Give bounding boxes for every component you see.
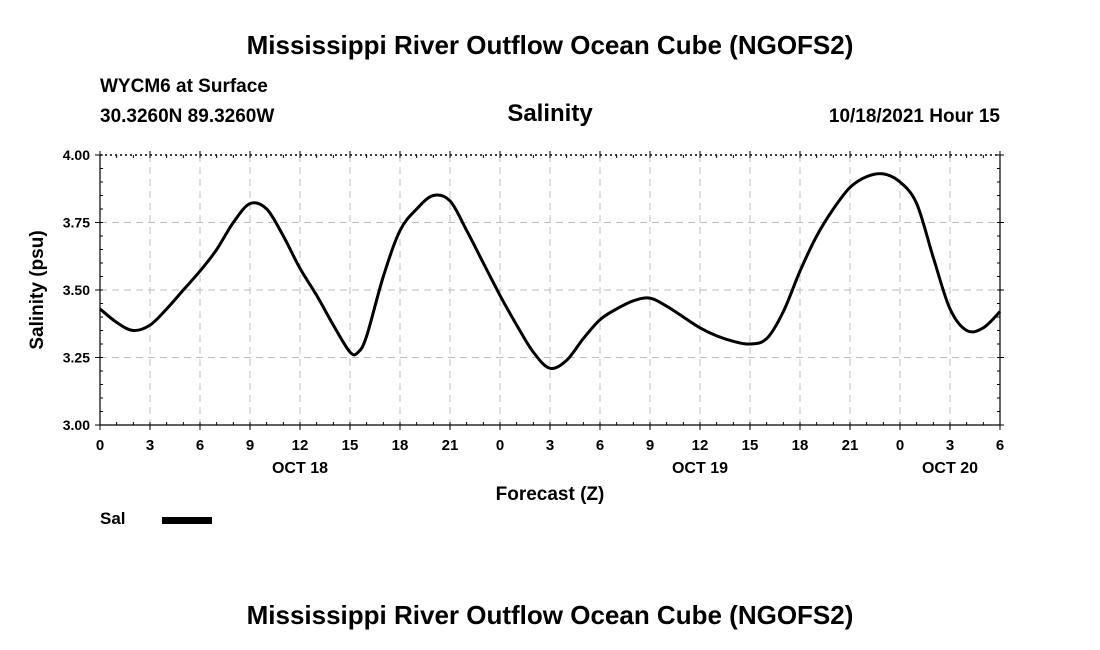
y-tick-label: 4.00 xyxy=(63,147,90,163)
date-label: OCT 19 xyxy=(672,460,728,477)
y-tick-label: 3.25 xyxy=(63,350,90,366)
series-line-sal xyxy=(99,172,1002,371)
x-tick-label: 9 xyxy=(246,437,254,454)
x-tick-label: 0 xyxy=(96,437,104,454)
x-tick-label: 12 xyxy=(692,437,709,454)
x-tick-label: 18 xyxy=(392,437,409,454)
y-tick-label: 3.00 xyxy=(63,417,90,433)
x-tick-label: 3 xyxy=(146,437,154,454)
x-tick-label: 15 xyxy=(342,437,359,454)
x-axis-label: Forecast (Z) xyxy=(496,484,605,505)
legend-label: Sal xyxy=(100,509,126,528)
series xyxy=(99,172,1002,371)
date-label: OCT 18 xyxy=(272,460,328,477)
date-label: OCT 20 xyxy=(922,460,978,477)
legend-line-swatch xyxy=(162,517,212,524)
x-tick-label: 0 xyxy=(896,437,904,454)
grid xyxy=(100,155,1000,425)
x-tick-label: 6 xyxy=(196,437,204,454)
x-tick-label: 15 xyxy=(742,437,759,454)
x-tick-label: 6 xyxy=(996,437,1004,454)
y-axis-label: Salinity (psu) xyxy=(27,230,48,349)
axes xyxy=(95,151,1004,430)
tick-labels: 0 3 6 9 12 15 18 21 0 3 6 9 12 15 18 21 0 3 6 3.00 3.25 3.50 3… xyxy=(63,147,1004,477)
datetime-label: 10/18/2021 Hour 15 xyxy=(828,106,1000,127)
x-tick-label: 21 xyxy=(842,437,859,454)
x-tick-label: 18 xyxy=(792,437,809,454)
x-tick-label: 12 xyxy=(292,437,309,454)
station-label: WYCM6 at Surface xyxy=(100,76,268,97)
page-title: Mississippi River Outflow Ocean Cube (NG… xyxy=(246,30,854,60)
y-tick-label: 3.50 xyxy=(63,282,90,298)
coordinates-label: 30.3260N 89.3260W xyxy=(100,106,275,127)
x-tick-label: 3 xyxy=(946,437,954,454)
x-tick-label: 3 xyxy=(546,437,554,454)
x-tick-label: 9 xyxy=(646,437,654,454)
footer-title: Mississippi River Outflow Ocean Cube (NG… xyxy=(246,600,854,630)
x-tick-label: 21 xyxy=(442,437,459,454)
x-tick-label: 0 xyxy=(496,437,504,454)
chart-title: Salinity xyxy=(507,100,593,127)
x-tick-label: 6 xyxy=(596,437,604,454)
y-tick-label: 3.75 xyxy=(63,215,90,231)
